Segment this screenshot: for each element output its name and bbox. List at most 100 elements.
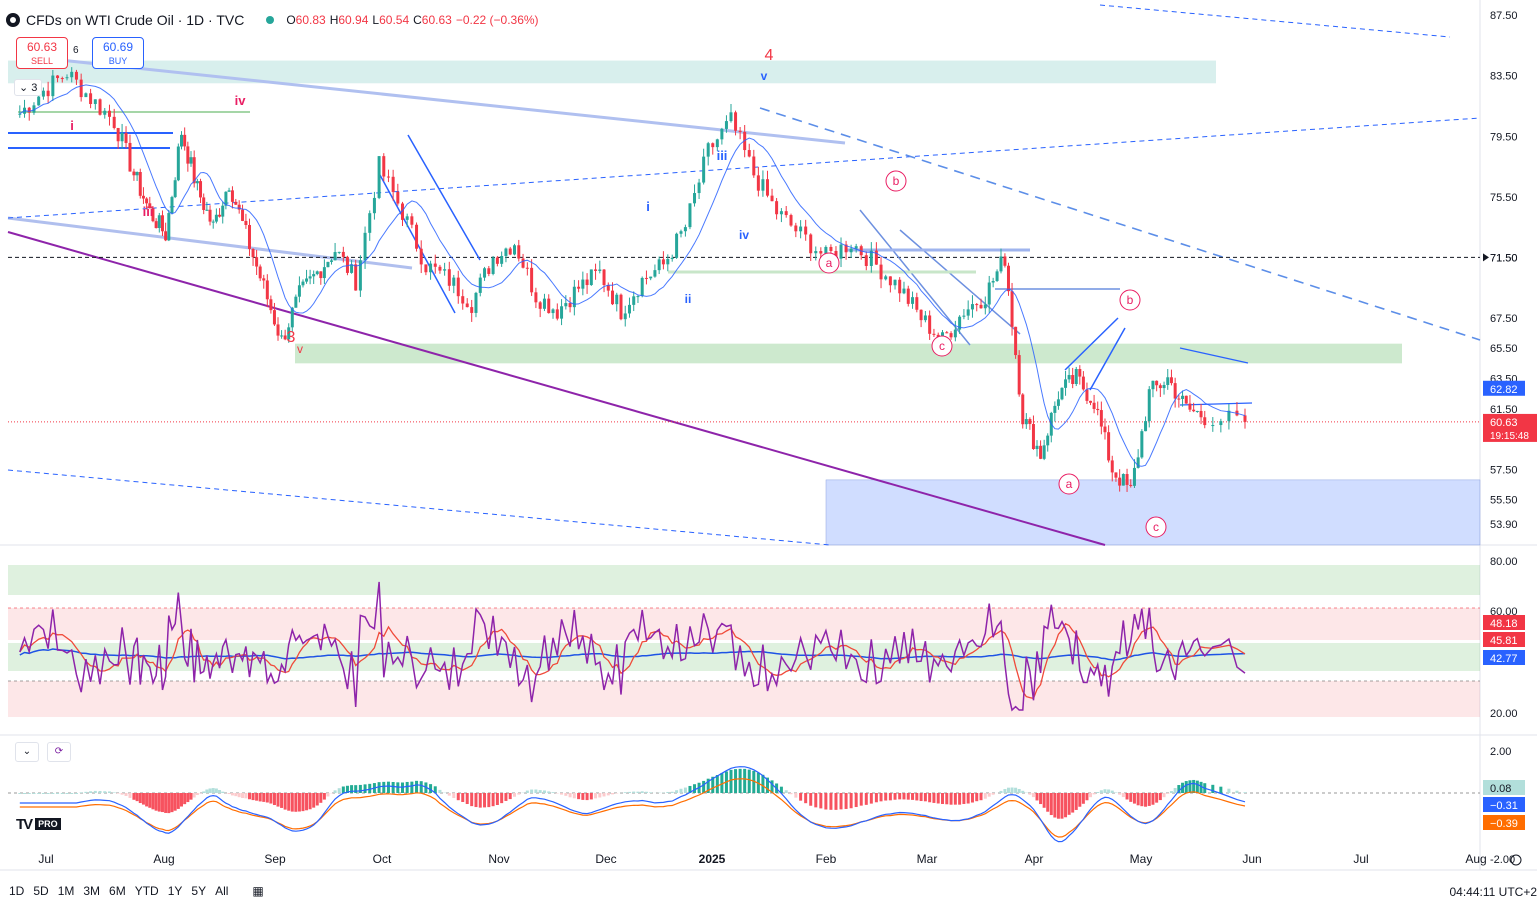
histogram-bar (27, 793, 31, 794)
hist-value-tag (1483, 815, 1525, 830)
symbol-title[interactable]: CFDs on WTI Crude Oil · 1D · TVC (26, 12, 245, 28)
histogram-bar (1017, 788, 1021, 793)
candle (1010, 282, 1014, 336)
candle (893, 279, 897, 290)
histogram-bar (483, 793, 487, 808)
histogram-bar (157, 793, 161, 812)
last-price-label: 60.63 (1490, 417, 1518, 429)
candle-body (333, 252, 337, 261)
sell-button[interactable]: 60.63 SELL (16, 37, 68, 69)
candle (1006, 262, 1010, 296)
hist-tick-label: -2.00 (1490, 854, 1515, 866)
tf-1d[interactable]: 1D (9, 884, 25, 898)
histogram-bar (688, 785, 692, 793)
candle (447, 261, 451, 291)
buy-button[interactable]: 60.69 BUY (92, 37, 144, 69)
candle (234, 198, 238, 205)
candle (615, 292, 619, 312)
candle (372, 191, 376, 220)
histogram-bar (211, 788, 215, 793)
candle (330, 258, 334, 265)
candle (1074, 366, 1078, 387)
candle-body (1085, 389, 1089, 401)
candle (1096, 401, 1100, 416)
time-tick-label: Aug (1465, 852, 1486, 866)
tf-5d[interactable]: 5D (33, 884, 49, 898)
histogram-bar (56, 793, 60, 794)
candle-body (1192, 409, 1196, 412)
histogram-bar (1074, 793, 1078, 810)
candle (508, 246, 512, 256)
price-tick-label: 55.50 (1490, 495, 1518, 507)
candle-body (280, 335, 284, 337)
tf-ytd[interactable]: YTD (134, 884, 159, 898)
histogram-bar (1039, 793, 1043, 805)
candle-body (1003, 256, 1007, 266)
tf-1m[interactable]: 1M (57, 884, 75, 898)
histogram-bar (251, 793, 255, 801)
candle-body (1099, 410, 1103, 427)
candle (657, 256, 661, 275)
histogram-bar (202, 791, 206, 793)
candle-body (1125, 474, 1129, 485)
tv-logo: TV (16, 815, 33, 833)
candle-body (1181, 395, 1185, 399)
candle (358, 255, 362, 297)
collapse-pane-button[interactable]: ⌄ (15, 742, 39, 762)
candle (953, 320, 957, 342)
histogram-bar (164, 793, 168, 813)
tf-1y[interactable]: 1Y (167, 884, 183, 898)
histogram-bar (911, 793, 915, 800)
candle (443, 262, 447, 276)
histogram-bar (495, 793, 499, 806)
candle-body (173, 180, 177, 198)
histogram-bar (517, 793, 521, 795)
candle-body (218, 214, 222, 217)
candle-body (186, 146, 190, 164)
candle-body (65, 77, 69, 79)
histogram-bar (602, 793, 606, 797)
candle (1151, 380, 1155, 398)
histogram-bar (649, 792, 653, 793)
histogram-bar (1096, 792, 1100, 793)
candle (70, 67, 74, 83)
histogram-bar (589, 793, 593, 800)
tf-6m[interactable]: 6M (109, 884, 126, 898)
candle-body (958, 316, 962, 330)
refresh-icon[interactable]: ⟳ (47, 742, 71, 762)
candle-body (151, 208, 155, 222)
candle (341, 246, 345, 263)
candle-body (315, 271, 319, 275)
collapse-indicators-button[interactable]: ⌄ 3 (14, 79, 43, 96)
histogram-bar (244, 793, 248, 799)
candle (315, 270, 319, 276)
candle (205, 201, 209, 211)
candle (183, 127, 187, 151)
wave-label: v (297, 342, 303, 356)
candle (724, 115, 728, 133)
clock[interactable]: 04:44:11 UTC+2 (1449, 885, 1537, 899)
buy-price: 60.69 (102, 40, 134, 54)
candle (41, 87, 45, 100)
candle-body (1053, 405, 1057, 413)
candle (56, 75, 60, 83)
candle-body (415, 224, 419, 249)
tf-5y[interactable]: 5Y (191, 884, 207, 898)
calendar-icon[interactable]: ▦ (252, 884, 264, 898)
candle (382, 153, 386, 182)
quantity-value[interactable]: 6 (73, 45, 79, 56)
candle-body (205, 209, 209, 211)
histogram-bar (124, 793, 128, 796)
trendline-dashed (759, 107, 1481, 341)
candle-body (1155, 380, 1159, 386)
candle (653, 264, 657, 278)
candle-body (799, 226, 803, 232)
histogram-bar (368, 783, 372, 793)
candle (1067, 367, 1071, 383)
wave-label-circle (1058, 473, 1080, 495)
candle-body (1010, 291, 1014, 327)
hist-value-tag (1483, 797, 1525, 812)
tf-3m[interactable]: 3M (83, 884, 101, 898)
tf-all[interactable]: All (215, 884, 229, 898)
